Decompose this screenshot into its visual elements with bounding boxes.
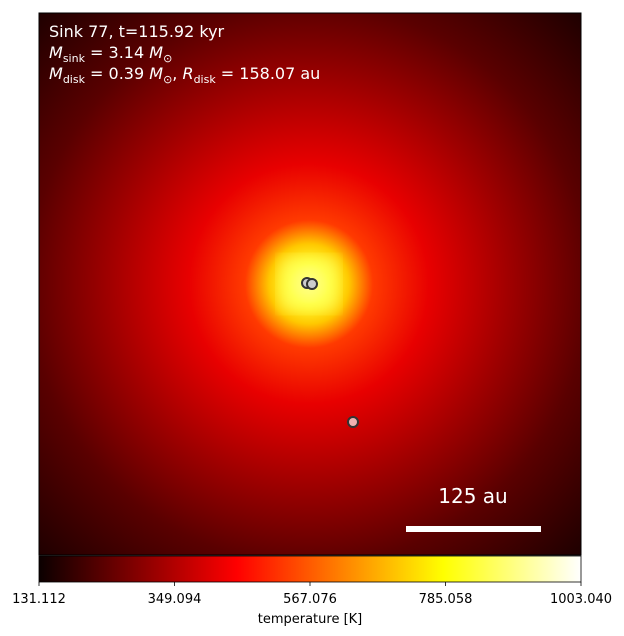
colorbar-label: temperature [K] — [258, 612, 363, 627]
annotation-text: = 158.07 au — [216, 64, 321, 83]
annotation-line: Sink 77, t=115.92 kyr — [49, 22, 225, 41]
annotation-line: Mdisk = 0.39 M⊙, Rdisk = 158.07 au — [49, 64, 320, 86]
annotation-text: = 3.14 — [85, 43, 149, 62]
annotation-text: Sink 77, t=115.92 kyr — [49, 22, 225, 41]
annotation-text: R — [182, 64, 193, 83]
annotation-text: M — [49, 43, 63, 62]
colorbar-tick-label: 131.112 — [12, 592, 66, 607]
colorbar-tick-label: 567.076 — [283, 592, 337, 607]
subscript: ⊙ — [163, 52, 172, 65]
colorbar — [38, 555, 582, 583]
colorbar-tick-label: 1003.040 — [550, 592, 612, 607]
sink-particle — [306, 278, 318, 290]
annotation-text: M — [149, 64, 163, 83]
annotation-text: M — [49, 64, 63, 83]
scale-bar — [406, 526, 541, 532]
subscript: disk — [63, 73, 86, 86]
scale-bar-label: 125 au — [438, 484, 507, 508]
subscript: ⊙ — [163, 73, 172, 86]
subscript: sink — [63, 52, 86, 65]
colorbar-tick-label: 349.094 — [148, 592, 202, 607]
annotation-text: , — [172, 64, 182, 83]
subscript: disk — [194, 73, 217, 86]
annotation-line: Msink = 3.14 M⊙ — [49, 43, 172, 65]
sink-particle — [347, 416, 359, 428]
colorbar-tick-label: 785.058 — [419, 592, 473, 607]
annotation-text: = 0.39 — [85, 64, 149, 83]
annotation-text: M — [149, 43, 163, 62]
